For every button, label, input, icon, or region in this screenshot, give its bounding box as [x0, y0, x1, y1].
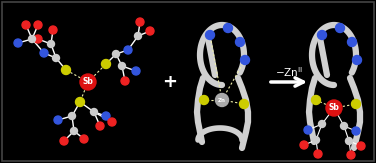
- Circle shape: [62, 66, 71, 74]
- Text: Sb: Sb: [83, 77, 94, 87]
- Circle shape: [352, 127, 360, 135]
- Circle shape: [80, 74, 96, 90]
- Circle shape: [200, 96, 209, 104]
- Circle shape: [76, 97, 85, 106]
- Circle shape: [215, 94, 229, 106]
- Circle shape: [49, 26, 57, 34]
- Circle shape: [29, 36, 35, 43]
- Circle shape: [132, 67, 140, 75]
- Circle shape: [102, 59, 111, 68]
- Circle shape: [347, 151, 355, 159]
- Text: +: +: [162, 73, 177, 91]
- Circle shape: [312, 136, 320, 143]
- Circle shape: [223, 23, 232, 32]
- Circle shape: [326, 100, 342, 116]
- Circle shape: [235, 37, 244, 46]
- Circle shape: [206, 30, 214, 39]
- Circle shape: [40, 49, 48, 57]
- Circle shape: [60, 137, 68, 145]
- Circle shape: [346, 138, 353, 145]
- Circle shape: [34, 21, 42, 29]
- Circle shape: [118, 62, 126, 69]
- Circle shape: [357, 142, 365, 150]
- Circle shape: [317, 30, 326, 39]
- Circle shape: [47, 40, 55, 47]
- Circle shape: [121, 77, 129, 85]
- Circle shape: [146, 27, 154, 35]
- Circle shape: [96, 122, 104, 130]
- Circle shape: [335, 23, 344, 32]
- Circle shape: [68, 112, 76, 119]
- Circle shape: [347, 37, 356, 46]
- Circle shape: [241, 55, 250, 65]
- Circle shape: [318, 120, 326, 127]
- Circle shape: [124, 46, 132, 54]
- Circle shape: [53, 54, 59, 61]
- Circle shape: [352, 99, 361, 109]
- Circle shape: [240, 99, 249, 109]
- Circle shape: [341, 123, 347, 129]
- Text: Zn: Zn: [218, 97, 226, 103]
- Circle shape: [14, 39, 22, 47]
- Circle shape: [314, 150, 322, 158]
- Circle shape: [311, 96, 320, 104]
- Circle shape: [135, 32, 141, 39]
- Circle shape: [353, 55, 361, 65]
- Circle shape: [300, 141, 308, 149]
- Circle shape: [80, 135, 88, 143]
- Circle shape: [112, 51, 120, 58]
- Circle shape: [22, 21, 30, 29]
- Circle shape: [91, 109, 97, 116]
- Circle shape: [102, 112, 110, 120]
- Circle shape: [34, 35, 42, 43]
- Circle shape: [108, 118, 116, 126]
- Circle shape: [54, 116, 62, 124]
- Circle shape: [136, 18, 144, 26]
- Text: Sb: Sb: [329, 104, 340, 112]
- Text: $\mathregular{- Zn^{II}}$: $\mathregular{- Zn^{II}}$: [275, 65, 303, 79]
- Circle shape: [71, 127, 77, 134]
- Circle shape: [304, 126, 312, 134]
